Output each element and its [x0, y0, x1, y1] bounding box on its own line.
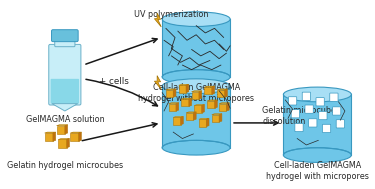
Polygon shape: [207, 100, 217, 101]
Polygon shape: [189, 98, 192, 106]
Polygon shape: [179, 85, 186, 93]
Polygon shape: [45, 132, 56, 133]
Ellipse shape: [284, 148, 351, 162]
Polygon shape: [182, 98, 192, 99]
FancyBboxPatch shape: [309, 119, 317, 127]
Polygon shape: [70, 132, 81, 133]
Polygon shape: [57, 126, 65, 134]
FancyBboxPatch shape: [305, 105, 313, 113]
Polygon shape: [169, 103, 179, 104]
Text: UV polymerization: UV polymerization: [134, 10, 209, 19]
FancyBboxPatch shape: [336, 120, 345, 128]
Text: GelMAGMA solution: GelMAGMA solution: [26, 115, 104, 124]
Polygon shape: [57, 125, 68, 126]
Polygon shape: [176, 103, 179, 111]
Polygon shape: [179, 84, 189, 85]
FancyBboxPatch shape: [330, 93, 338, 101]
Polygon shape: [166, 90, 173, 97]
Polygon shape: [207, 101, 214, 108]
FancyBboxPatch shape: [49, 44, 81, 105]
Polygon shape: [70, 133, 79, 141]
FancyBboxPatch shape: [322, 124, 331, 132]
Polygon shape: [173, 89, 176, 97]
Ellipse shape: [162, 70, 230, 84]
Polygon shape: [212, 86, 214, 94]
Polygon shape: [52, 104, 78, 111]
Ellipse shape: [284, 87, 351, 102]
Polygon shape: [186, 84, 189, 93]
Polygon shape: [212, 114, 222, 115]
Polygon shape: [65, 125, 68, 134]
Polygon shape: [199, 91, 202, 99]
Polygon shape: [192, 91, 202, 92]
Polygon shape: [199, 119, 206, 127]
Polygon shape: [45, 133, 53, 141]
Polygon shape: [199, 118, 209, 119]
Polygon shape: [219, 114, 222, 122]
Ellipse shape: [162, 140, 230, 155]
Bar: [162, 86, 230, 148]
Polygon shape: [204, 87, 212, 94]
FancyBboxPatch shape: [319, 112, 327, 120]
Bar: [284, 94, 351, 155]
Polygon shape: [186, 112, 196, 113]
Polygon shape: [219, 104, 226, 111]
Polygon shape: [202, 105, 204, 113]
Text: Cell-laden GelMAGMA
hydrogel without micropores: Cell-laden GelMAGMA hydrogel without mic…: [138, 83, 254, 103]
Text: Gelatin hydrogel microcubes: Gelatin hydrogel microcubes: [7, 161, 123, 170]
FancyBboxPatch shape: [295, 123, 303, 132]
Text: + cells: + cells: [99, 77, 129, 86]
Polygon shape: [67, 139, 69, 148]
Polygon shape: [214, 100, 217, 108]
Polygon shape: [192, 92, 199, 99]
FancyBboxPatch shape: [288, 97, 297, 105]
FancyBboxPatch shape: [316, 98, 324, 106]
Text: Cell-laden GelMAGMA
hydrogel with micropores: Cell-laden GelMAGMA hydrogel with microp…: [266, 161, 369, 181]
Polygon shape: [225, 89, 227, 97]
Polygon shape: [180, 116, 183, 125]
Polygon shape: [169, 104, 176, 111]
Polygon shape: [173, 116, 183, 117]
Polygon shape: [217, 90, 225, 97]
Bar: [162, 19, 230, 77]
Polygon shape: [58, 139, 67, 148]
FancyBboxPatch shape: [291, 110, 300, 118]
Polygon shape: [206, 118, 209, 127]
Ellipse shape: [162, 79, 230, 94]
Polygon shape: [212, 115, 219, 122]
FancyBboxPatch shape: [55, 37, 75, 47]
Polygon shape: [194, 112, 196, 120]
FancyBboxPatch shape: [302, 92, 310, 100]
Polygon shape: [53, 132, 55, 141]
Polygon shape: [166, 89, 176, 90]
FancyBboxPatch shape: [51, 79, 79, 104]
Ellipse shape: [162, 12, 230, 26]
Text: Gelatin microcubes
dissolution: Gelatin microcubes dissolution: [262, 106, 340, 126]
Polygon shape: [154, 76, 161, 89]
Polygon shape: [186, 113, 194, 120]
Polygon shape: [182, 99, 189, 106]
Polygon shape: [173, 117, 180, 125]
Polygon shape: [219, 103, 229, 104]
FancyBboxPatch shape: [333, 107, 341, 115]
Polygon shape: [194, 105, 202, 113]
Polygon shape: [217, 89, 227, 90]
Polygon shape: [79, 132, 81, 141]
FancyBboxPatch shape: [51, 30, 78, 42]
Polygon shape: [154, 13, 161, 27]
Polygon shape: [204, 86, 214, 87]
Polygon shape: [226, 103, 229, 111]
